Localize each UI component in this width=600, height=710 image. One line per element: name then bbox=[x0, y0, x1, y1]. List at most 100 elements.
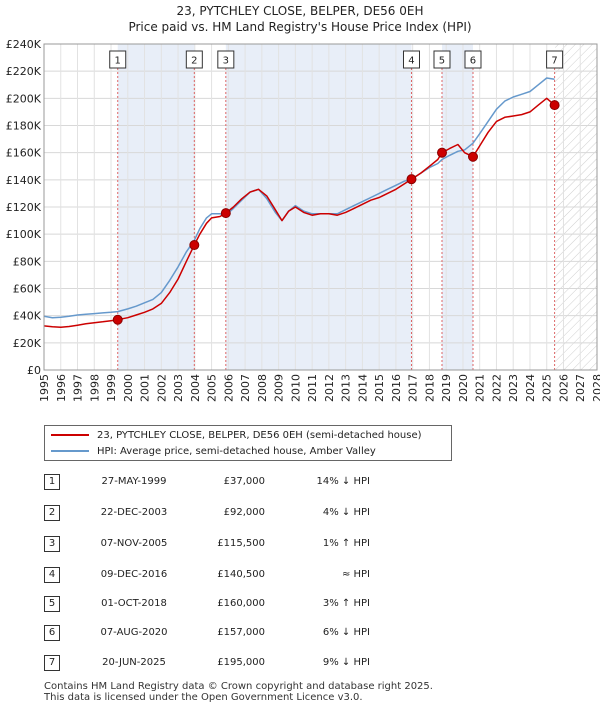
x-tick-label: 2012 bbox=[323, 374, 336, 402]
y-tick-label: £20K bbox=[13, 337, 42, 350]
chart-subtitle: Price paid vs. HM Land Registry's House … bbox=[128, 20, 472, 34]
sale-row: 4 09-DEC-2016 £140,500 ≈ HPI bbox=[44, 567, 404, 587]
sale-marker-label: 5 bbox=[439, 56, 445, 67]
x-tick-label: 2016 bbox=[390, 374, 403, 402]
x-tick-label: 1995 bbox=[38, 374, 51, 402]
y-tick-label: £100K bbox=[6, 228, 42, 241]
sale-row: 2 22-DEC-2003 £92,000 4% ↓ HPI bbox=[44, 505, 404, 525]
sale-point bbox=[220, 208, 231, 219]
x-tick-label: 2008 bbox=[256, 374, 269, 402]
sale-point bbox=[189, 240, 200, 251]
sale-number: 3 bbox=[44, 536, 60, 552]
y-tick-label: £240K bbox=[6, 38, 42, 51]
sale-marker-box bbox=[433, 50, 451, 69]
x-tick-label: 2002 bbox=[155, 374, 168, 402]
sale-point bbox=[549, 100, 560, 111]
sale-date: 01-OCT-2018 bbox=[101, 598, 167, 609]
x-tick-label: 2022 bbox=[490, 374, 503, 402]
sale-date: 07-NOV-2005 bbox=[100, 538, 168, 549]
sale-price: £92,000 bbox=[223, 507, 265, 518]
x-tick-label: 2000 bbox=[122, 374, 135, 402]
sale-marker-label: 4 bbox=[408, 56, 414, 67]
y-tick-label: £140K bbox=[6, 174, 42, 187]
legend-swatch-hpi bbox=[51, 450, 89, 452]
sale-hpi-diff: 3% ↑ HPI bbox=[322, 598, 370, 609]
y-tick-label: £120K bbox=[6, 201, 42, 214]
sale-row: 7 20-JUN-2025 £195,000 9% ↓ HPI bbox=[44, 655, 404, 675]
sale-row: 5 01-OCT-2018 £160,000 3% ↑ HPI bbox=[44, 596, 404, 616]
sale-date: 22-DEC-2003 bbox=[100, 507, 168, 518]
sale-hpi-diff: 9% ↓ HPI bbox=[322, 657, 370, 668]
sale-marker-box bbox=[217, 50, 235, 69]
price-chart: £0 £20K £40K £60K £80K £100K £120K £140K £160K £1… bbox=[6, 38, 600, 402]
sale-price: £140,500 bbox=[217, 569, 265, 580]
x-tick-label: 2017 bbox=[407, 374, 420, 402]
x-tick-label: 2003 bbox=[172, 374, 185, 402]
x-tick-label: 2011 bbox=[306, 374, 319, 402]
sale-price: £157,000 bbox=[217, 627, 265, 638]
sale-price: £195,000 bbox=[217, 657, 265, 668]
sale-marker-label: 6 bbox=[470, 56, 476, 67]
sale-date: 27-MAY-1999 bbox=[101, 476, 167, 487]
sale-number: 6 bbox=[44, 625, 60, 641]
sale-row: 1 27-MAY-1999 £37,000 14% ↓ HPI bbox=[44, 474, 404, 494]
sale-marker-box bbox=[546, 50, 564, 69]
sale-row: 3 07-NOV-2005 £115,500 1% ↑ HPI bbox=[44, 536, 404, 556]
sale-hpi-diff: 1% ↑ HPI bbox=[322, 538, 370, 549]
x-tick-label: 2025 bbox=[541, 374, 554, 402]
legend: 23, PYTCHLEY CLOSE, BELPER, DE56 0EH (se… bbox=[44, 425, 452, 461]
series-line-hpi bbox=[43, 77, 555, 319]
sale-point bbox=[406, 174, 417, 185]
x-tick-label: 2004 bbox=[189, 374, 202, 402]
sale-marker-box bbox=[185, 50, 203, 69]
x-tick-label: 2014 bbox=[356, 374, 369, 402]
legend-swatch-property bbox=[51, 434, 89, 436]
sale-row: 6 07-AUG-2020 £157,000 6% ↓ HPI bbox=[44, 625, 404, 645]
x-tick-label: 1997 bbox=[72, 374, 85, 402]
x-tick-label: 2024 bbox=[524, 374, 537, 402]
sale-price: £37,000 bbox=[223, 476, 265, 487]
chart-title: 23, PYTCHLEY CLOSE, BELPER, DE56 0EH bbox=[176, 4, 424, 18]
sale-price: £160,000 bbox=[217, 598, 265, 609]
legend-item-property: 23, PYTCHLEY CLOSE, BELPER, DE56 0EH (se… bbox=[51, 429, 422, 443]
sale-point bbox=[112, 314, 123, 325]
y-tick-label: £40K bbox=[13, 310, 42, 323]
y-tick-label: £200K bbox=[6, 92, 42, 105]
sale-number: 2 bbox=[44, 505, 60, 521]
legend-item-hpi: HPI: Average price, semi-detached house,… bbox=[51, 445, 376, 459]
x-tick-label: 2009 bbox=[273, 374, 286, 402]
x-tick-label: 2001 bbox=[139, 374, 152, 402]
legend-label-property: 23, PYTCHLEY CLOSE, BELPER, DE56 0EH (se… bbox=[97, 430, 422, 441]
x-tick-label: 2007 bbox=[239, 374, 252, 402]
x-tick-label: 2020 bbox=[457, 374, 470, 402]
y-tick-label: £160K bbox=[6, 147, 42, 160]
sale-number: 7 bbox=[44, 655, 60, 671]
series-line-property bbox=[43, 97, 556, 328]
y-tick-label: £220K bbox=[6, 65, 42, 78]
x-tick-label: 2013 bbox=[340, 374, 353, 402]
footer: Contains HM Land Registry data © Crown c… bbox=[44, 681, 433, 703]
x-tick-label: 2021 bbox=[474, 374, 487, 402]
plot-frame bbox=[43, 43, 598, 371]
x-tick-label: 2018 bbox=[423, 374, 436, 402]
x-tick-label: 1998 bbox=[88, 374, 101, 402]
sale-price: £115,500 bbox=[217, 538, 265, 549]
sale-date: 07-AUG-2020 bbox=[100, 627, 168, 638]
y-tick-label: £80K bbox=[13, 255, 42, 268]
sale-point bbox=[467, 151, 478, 162]
sale-marker-box bbox=[109, 50, 127, 69]
x-tick-label: 1999 bbox=[105, 374, 118, 402]
x-tick-label: 2010 bbox=[289, 374, 302, 402]
sale-marker-box bbox=[402, 50, 420, 69]
x-tick-label: 2005 bbox=[206, 374, 219, 402]
sale-marker-box bbox=[464, 50, 482, 69]
footer-copyright: Contains HM Land Registry data © Crown c… bbox=[44, 681, 433, 692]
x-tick-label: 2015 bbox=[373, 374, 386, 402]
y-tick-label: £60K bbox=[13, 283, 42, 296]
sale-hpi-diff: ≈ HPI bbox=[341, 569, 370, 580]
x-tick-label: 2023 bbox=[507, 374, 520, 402]
sale-hpi-diff: 4% ↓ HPI bbox=[322, 507, 370, 518]
x-tick-label: 2019 bbox=[440, 374, 453, 402]
x-tick-label: 2027 bbox=[574, 374, 587, 402]
sale-number: 4 bbox=[44, 567, 60, 583]
